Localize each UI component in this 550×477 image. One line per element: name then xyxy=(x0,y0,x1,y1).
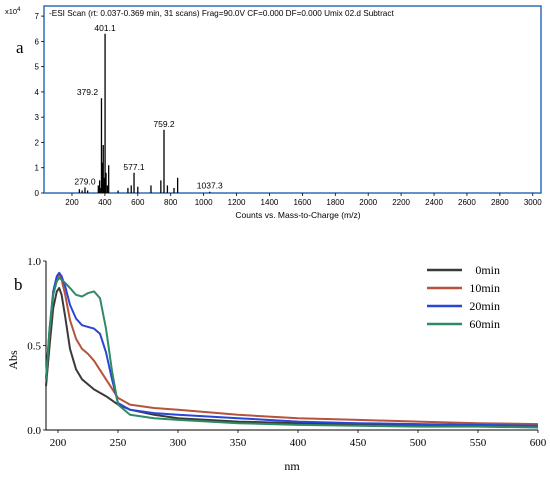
abs-y-tick-label: 1.0 xyxy=(27,256,41,268)
spectrum-y-tick-label: 4 xyxy=(35,88,40,97)
spectrum-header: -ESI Scan (rt: 0.037-0.369 min, 31 scans… xyxy=(49,9,394,18)
abs-x-tick-label: 400 xyxy=(290,437,307,449)
abs-y-tick-label: 0.0 xyxy=(27,425,41,437)
spectrum-x-tick-label: 2000 xyxy=(359,198,377,207)
spectrum-x-tick-label: 1400 xyxy=(261,198,279,207)
abs-x-tick-label: 300 xyxy=(170,437,187,449)
spectrum-x-tick-label: 200 xyxy=(65,198,79,207)
abs-series-line-0min xyxy=(45,287,539,428)
spectrum-frame xyxy=(43,5,542,194)
abs-x-tick-label: 550 xyxy=(470,437,487,449)
spectrum-x-tick-label: 1800 xyxy=(326,198,344,207)
y-multiplier: x104 xyxy=(5,7,21,16)
abs-series-line-20min xyxy=(45,271,539,427)
spectrum-x-tick-label: 1000 xyxy=(195,198,213,207)
spectrum-peak-label: 379.2 xyxy=(77,87,99,97)
spectrum-y-tick-label: 3 xyxy=(35,113,40,122)
abs-x-tick-label: 500 xyxy=(410,437,427,449)
spectrum-x-tick-label: 400 xyxy=(98,198,112,207)
abs-axes: 0.0 0.5 1.0 200 250 300 350 400 450 500 550 600 xyxy=(27,256,547,449)
spectrum-x-tick-label: 2800 xyxy=(491,198,509,207)
spectrum-y-tick-label: 1 xyxy=(35,164,40,173)
spectrum-x-label: Counts vs. Mass-to-Charge (m/z) xyxy=(235,210,360,220)
spectrum-y-tick-label: 6 xyxy=(35,37,40,46)
spectrum-x-tick-label: 2200 xyxy=(392,198,410,207)
abs-x-tick-label: 350 xyxy=(230,437,247,449)
spectrum-y-tick-label: 5 xyxy=(35,63,40,72)
abs-x-tick-label: 600 xyxy=(530,437,547,449)
abs-y-label: Abs xyxy=(6,350,20,370)
abs-legend: 0min 10min 20min 60min xyxy=(427,263,500,331)
spectrum-x-tick-label: 800 xyxy=(164,198,178,207)
abs-series-line-60min xyxy=(45,276,539,429)
spectrum-peak-label: 577.1 xyxy=(123,162,145,172)
legend-label-0min: 0min xyxy=(475,263,500,277)
abs-x-tick-label: 450 xyxy=(350,437,367,449)
abs-y-tick-label: 0.5 xyxy=(27,341,41,353)
abs-x-label: nm xyxy=(284,459,300,473)
spectrum-x-axis: 200 400 600 800 1000 1200 1400 1600 1800 2000 2200… xyxy=(65,193,542,207)
spectrum-x-tick-label: 2600 xyxy=(458,198,476,207)
spectrum-y-axis: 0 1 2 3 4 5 6 7 xyxy=(35,12,44,198)
legend-label-20min: 20min xyxy=(469,299,500,313)
panel-b-label: b xyxy=(14,275,23,294)
spectrum-y-tick-label: 0 xyxy=(35,189,40,198)
spectrum-x-tick-label: 600 xyxy=(131,198,145,207)
spectrum-peak-label: 279.0 xyxy=(74,176,96,186)
absorbance-panel: b Abs 0.0 0.5 1.0 200 250 300 350 400 450 500 550 6… xyxy=(6,256,547,473)
spectrum-y-tick-label: 2 xyxy=(35,138,40,147)
panel-a-label: a xyxy=(16,38,24,57)
spectrum-x-tick-label: 3000 xyxy=(524,198,542,207)
spectrum-x-tick-label: 2400 xyxy=(425,198,443,207)
spectrum-peak-label: 1037.3 xyxy=(197,181,223,191)
abs-x-tick-label: 200 xyxy=(50,437,67,449)
abs-series xyxy=(45,271,539,429)
abs-series-line-10min xyxy=(45,273,539,426)
legend-label-10min: 10min xyxy=(469,281,500,295)
spectrum-peak-labels: 279.0 379.2 401.1 577.1 759.2 1037.3 xyxy=(74,23,223,191)
mass-spectrum-panel: x104 -ESI Scan (rt: 0.037-0.369 min, 31 … xyxy=(5,5,542,220)
spectrum-peak-label: 759.2 xyxy=(153,119,175,129)
spectrum-peak-label: 401.1 xyxy=(94,23,116,33)
spectrum-x-tick-label: 1200 xyxy=(228,198,246,207)
spectrum-peaks xyxy=(78,33,211,193)
abs-x-tick-label: 250 xyxy=(110,437,127,449)
legend-label-60min: 60min xyxy=(469,317,500,331)
spectrum-y-tick-label: 7 xyxy=(35,12,40,21)
spectrum-x-tick-label: 1600 xyxy=(293,198,311,207)
